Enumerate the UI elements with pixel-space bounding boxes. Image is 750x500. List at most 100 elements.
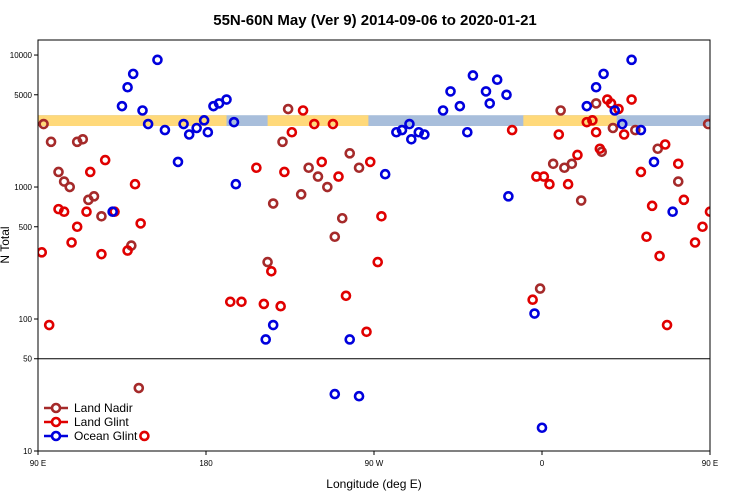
data-point: [260, 334, 272, 345]
data-point: [404, 118, 415, 130]
data-point: [527, 294, 538, 306]
data-point: [437, 105, 449, 116]
data-point: [544, 178, 555, 190]
data-point: [38, 247, 48, 258]
data-point: [88, 191, 100, 202]
data-point: [81, 206, 92, 218]
data-point: [616, 118, 628, 130]
data-point: [122, 245, 133, 256]
land-band-segment: [523, 115, 617, 126]
data-point: [107, 206, 118, 218]
data-point: [58, 176, 70, 187]
data-point: [372, 256, 384, 268]
data-point: [329, 388, 341, 400]
data-point: [587, 115, 598, 126]
data-point: [538, 171, 550, 182]
data-point: [491, 74, 503, 86]
data-point: [127, 68, 139, 80]
data-point: [646, 200, 658, 212]
data-point: [454, 100, 466, 112]
y-tick-label: 50: [23, 355, 32, 364]
data-point: [336, 212, 348, 224]
legend-label: Land Nadir: [74, 401, 133, 415]
data-point: [678, 194, 690, 206]
data-point: [295, 189, 307, 200]
data-point: [652, 143, 664, 155]
data-point: [329, 231, 341, 243]
data-point: [609, 105, 621, 116]
data-point: [344, 148, 356, 159]
data-point: [38, 118, 49, 130]
data-point: [66, 237, 77, 248]
data-point: [661, 319, 673, 331]
legend-label: Ocean Glint: [74, 429, 138, 443]
data-point: [286, 126, 298, 138]
data-point: [419, 129, 430, 140]
data-point: [376, 211, 387, 222]
data-point: [353, 162, 365, 174]
data-point: [183, 129, 195, 140]
data-point: [224, 296, 236, 308]
data-point: [506, 124, 518, 136]
y-tick-label: 5000: [14, 91, 32, 100]
data-point: [178, 118, 189, 130]
data-point: [547, 158, 559, 170]
x-axis-label: Longitude (deg E): [326, 477, 421, 491]
data-point: [413, 126, 425, 138]
data-point: [135, 218, 146, 229]
y-tick-label: 100: [19, 315, 33, 324]
y-axis-label: N Total: [0, 226, 12, 263]
x-tick-label: 90 E: [702, 459, 718, 468]
legend-entry: Land Glint: [44, 415, 129, 429]
data-point: [159, 124, 171, 136]
y-axis: 10 50 100 500 1000 5000 10000: [10, 51, 38, 456]
x-axis: 90 E 180 90 W 0 90 E: [30, 451, 718, 468]
legend-label: Land Glint: [74, 415, 129, 429]
data-point: [230, 178, 242, 190]
series-ocean-glint: [107, 54, 678, 434]
data-point: [312, 171, 324, 182]
chart-title: 55N-60N May (Ver 9) 2014-09-06 to 2020-0…: [213, 12, 537, 29]
data-point: [139, 430, 150, 442]
data-point: [635, 124, 647, 136]
data-point: [566, 158, 578, 170]
legend-entry: Ocean Glint: [44, 429, 138, 443]
data-point: [327, 118, 339, 130]
data-point: [626, 54, 637, 66]
data-point: [258, 298, 270, 310]
data-point: [501, 89, 512, 101]
data-point: [198, 115, 210, 126]
data-point: [129, 178, 141, 190]
data-point: [133, 382, 145, 394]
data-point: [282, 103, 294, 115]
data-point: [607, 122, 619, 134]
data-point: [228, 116, 240, 128]
data-point: [667, 206, 678, 218]
data-point: [99, 154, 111, 166]
data-point: [266, 265, 277, 277]
data-point: [236, 296, 247, 308]
data-point: [572, 149, 583, 161]
data-point: [137, 105, 148, 116]
data-point: [704, 206, 710, 218]
data-point: [53, 166, 64, 178]
data-point: [534, 283, 546, 294]
data-point: [618, 129, 630, 140]
data-point: [308, 118, 320, 130]
data-points: [38, 54, 710, 442]
data-point: [697, 221, 708, 233]
legend-marker: [50, 430, 62, 442]
data-point: [626, 94, 637, 105]
data-point: [590, 98, 602, 109]
legend-marker: [50, 416, 62, 428]
data-point: [172, 156, 184, 168]
data-point: [462, 126, 473, 138]
data-point: [142, 118, 154, 130]
y-tick-label: 500: [19, 223, 33, 232]
data-point: [630, 124, 641, 136]
data-point: [262, 256, 273, 268]
data-point: [480, 86, 492, 97]
data-point: [562, 178, 574, 190]
data-point: [654, 250, 665, 262]
